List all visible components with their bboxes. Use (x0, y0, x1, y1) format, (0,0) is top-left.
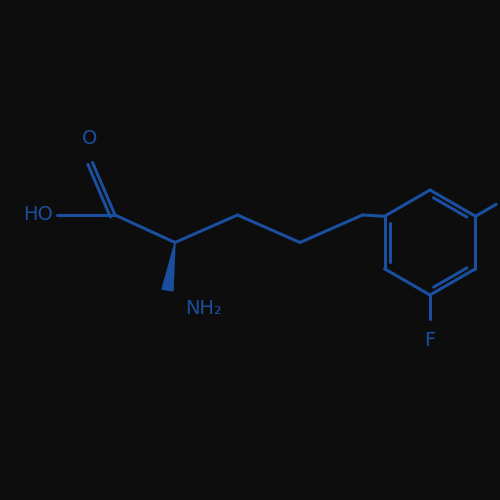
Text: O: O (82, 130, 98, 148)
Text: HO: HO (24, 206, 54, 225)
Polygon shape (162, 242, 175, 291)
Text: F: F (424, 332, 436, 350)
Text: NH₂: NH₂ (185, 299, 222, 318)
